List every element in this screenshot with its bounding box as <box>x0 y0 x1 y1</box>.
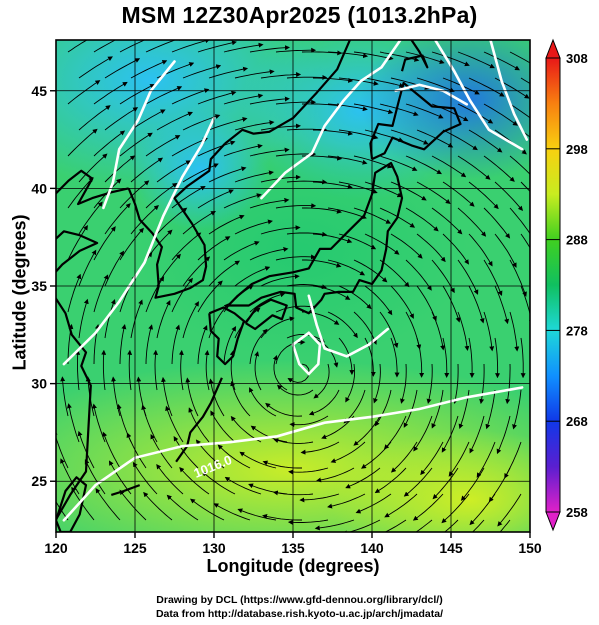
x-axis-label: Longitude (degrees) <box>206 556 380 576</box>
credit-drawing: Drawing by DCL (https://www.gfd-dennou.o… <box>156 594 443 606</box>
y-tick-label: 35 <box>31 278 47 294</box>
colorbar-tick-label: 308 <box>566 51 588 66</box>
colorbar-tick-label: 278 <box>566 323 588 338</box>
x-tick-label: 125 <box>123 540 147 556</box>
colorbar-tick-label: 268 <box>566 414 588 429</box>
coastlines <box>56 40 462 532</box>
x-tick-label: 140 <box>360 540 384 556</box>
x-tick-label: 130 <box>202 540 226 556</box>
y-tick-label: 25 <box>31 473 47 489</box>
pressure-contours <box>62 40 529 522</box>
x-tick-label: 150 <box>518 540 542 556</box>
colorbar: 258 268 278 288 298 308 <box>545 38 588 532</box>
y-tick-label: 40 <box>31 180 47 196</box>
x-axis-ticks: 120 125 130 135 140 145 150 <box>44 532 542 556</box>
x-tick-label: 135 <box>281 540 305 556</box>
credit-data: Data from http://database.rish.kyoto-u.a… <box>155 608 444 620</box>
y-tick-label: 30 <box>31 376 47 392</box>
colorbar-tick-label: 298 <box>566 142 588 157</box>
y-axis-label: Latitude (degrees) <box>9 214 30 371</box>
page-title: MSM 12Z30Apr2025 (1013.2hPa) <box>121 2 478 28</box>
y-axis-ticks: 25 30 35 40 45 <box>31 83 56 489</box>
x-tick-label: 145 <box>439 540 463 556</box>
colorbar-tick-label: 288 <box>566 233 588 248</box>
y-tick-label: 45 <box>31 83 47 99</box>
colorbar-tick-label: 258 <box>566 505 588 520</box>
map-grid <box>56 40 530 532</box>
x-tick-label: 120 <box>44 540 68 556</box>
